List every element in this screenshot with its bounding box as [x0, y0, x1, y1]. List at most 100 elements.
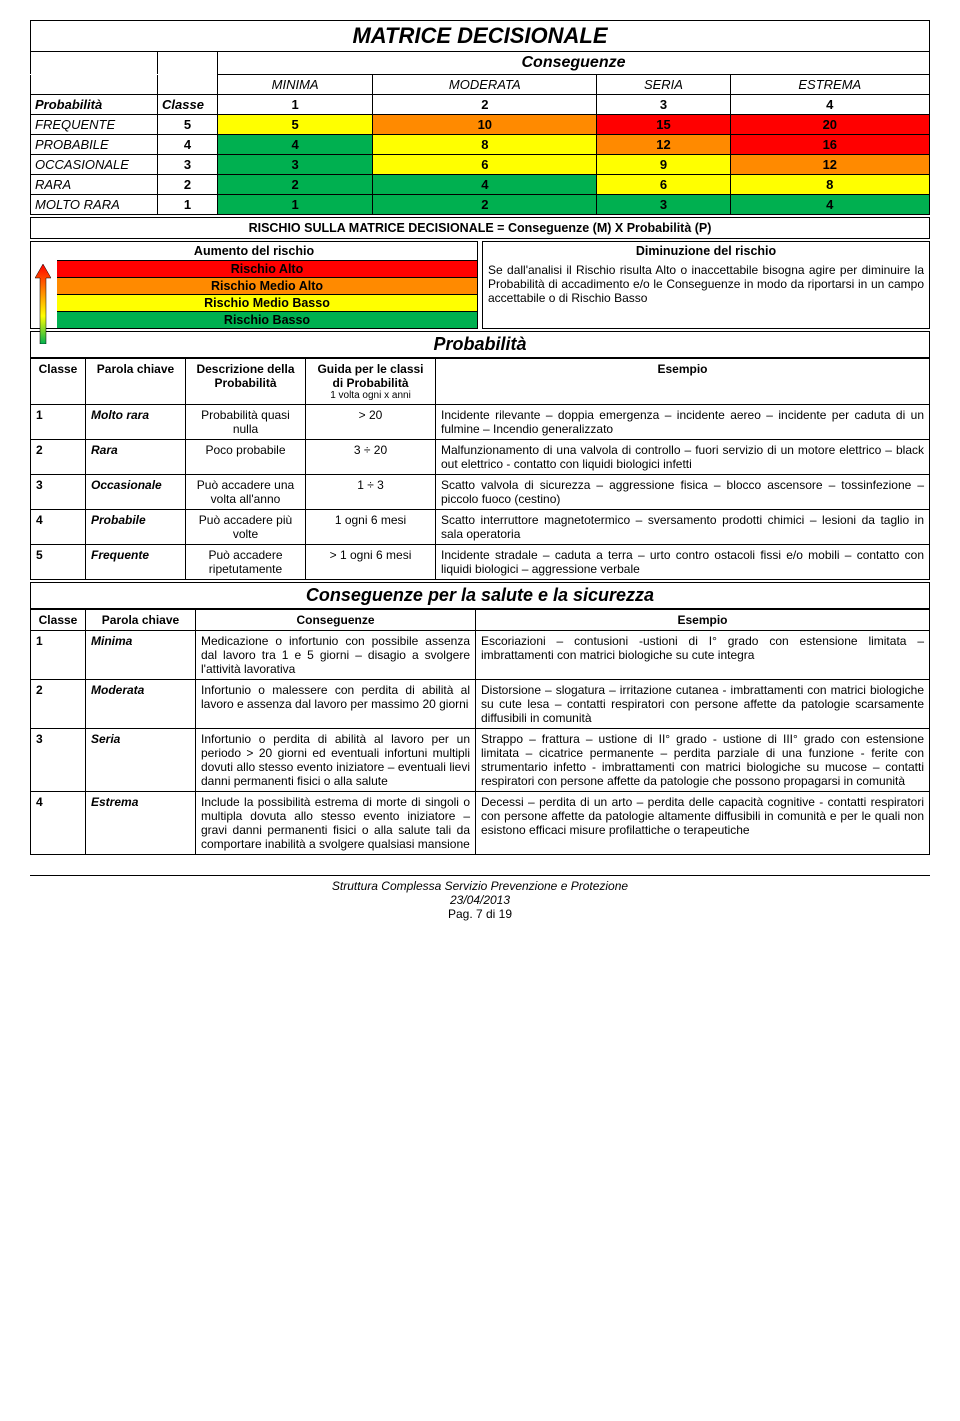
risk-boxes: Aumento del rischio Rischio AltoRischio …	[30, 241, 930, 329]
cell-parola: Minima	[86, 631, 196, 680]
matrix-cell: 16	[730, 135, 929, 155]
matrix-cell: 5	[218, 115, 373, 135]
matrix-row: RARA22468	[31, 175, 930, 195]
cell-guida: 1 ogni 6 mesi	[306, 510, 436, 545]
cell-classe: 2	[31, 680, 86, 729]
cell-parola: Frequente	[86, 545, 186, 580]
aumento-box: Aumento del rischio Rischio AltoRischio …	[30, 241, 478, 329]
cons-header-row: Classe Parola chiave Conseguenze Esempio	[31, 610, 930, 631]
cell-esempio: Malfunzionamento di una valvola di contr…	[436, 440, 930, 475]
cell-classe: 1	[31, 405, 86, 440]
consequences-table: Classe Parola chiave Conseguenze Esempio…	[30, 609, 930, 855]
matrix-row-label: OCCASIONALE	[31, 155, 158, 175]
matrix-cell: 2	[373, 195, 597, 215]
footer-page: Pag. 7 di 19	[30, 907, 930, 921]
cons-h-parola: Parola chiave	[86, 610, 196, 631]
probability-table: Classe Parola chiave Descrizione della P…	[30, 358, 930, 580]
matrix-row: PROBABILE4481216	[31, 135, 930, 155]
cell-desc: Probabilità quasi nulla	[186, 405, 306, 440]
cons-h-desc: Conseguenze	[196, 610, 476, 631]
cell-desc: Può accadere una volta all'anno	[186, 475, 306, 510]
footer-line2: 23/04/2013	[30, 893, 930, 907]
matrix-cell: 8	[730, 175, 929, 195]
main-title: MATRICE DECISIONALE	[30, 20, 930, 52]
cell-classe: 3	[31, 729, 86, 792]
matrix-row-label: MOLTO RARA	[31, 195, 158, 215]
risk-level: Rischio Alto	[57, 260, 477, 277]
prob-h-desc: Descrizione della Probabilità	[186, 359, 306, 405]
prob-section-title: Probabilità	[30, 331, 930, 358]
cell-esempio: Incidente stradale – caduta a terra – ur…	[436, 545, 930, 580]
cell-esempio: Decessi – perdita di un arto – perdita d…	[476, 792, 930, 855]
prob-h-guida: Guida per le classi di Probabilità 1 vol…	[306, 359, 436, 405]
matrix-row: OCCASIONALE336912	[31, 155, 930, 175]
class-2: 2	[373, 95, 597, 115]
table-row: 1Molto raraProbabilità quasi nulla> 20In…	[31, 405, 930, 440]
matrix-cell: 9	[597, 155, 730, 175]
cell-parola: Probabile	[86, 510, 186, 545]
table-row: 3OccasionalePuò accadere una volta all'a…	[31, 475, 930, 510]
cell-esempio: Incidente rilevante – doppia emergenza –…	[436, 405, 930, 440]
prob-h-classe: Classe	[31, 359, 86, 405]
risk-level: Rischio Basso	[57, 311, 477, 328]
cell-guida: 3 ÷ 20	[306, 440, 436, 475]
prob-label: Probabilità	[31, 95, 158, 115]
matrix-row: FREQUENTE55101520	[31, 115, 930, 135]
matrix-cell: 3	[597, 195, 730, 215]
table-row: 2RaraPoco probabile3 ÷ 20Malfunzionament…	[31, 440, 930, 475]
cons-h-esempio: Esempio	[476, 610, 930, 631]
matrix-cell: 20	[730, 115, 929, 135]
prob-h-esempio: Esempio	[436, 359, 930, 405]
decision-matrix: MINIMA MODERATA SERIA ESTREMA Probabilit…	[30, 74, 930, 215]
cell-parola: Moderata	[86, 680, 196, 729]
cell-desc: Infortunio o perdita di abilità al lavor…	[196, 729, 476, 792]
matrix-cell: 4	[218, 135, 373, 155]
table-row: 5FrequentePuò accadere ripetutamente> 1 …	[31, 545, 930, 580]
footer-line1: Struttura Complessa Servizio Prevenzione…	[30, 879, 930, 893]
class-3: 3	[597, 95, 730, 115]
diminuzione-title: Diminuzione del rischio	[483, 242, 929, 260]
prob-h-parola: Parola chiave	[86, 359, 186, 405]
matrix-row-class: 2	[158, 175, 218, 195]
cell-desc: Infortunio o malessere con perdita di ab…	[196, 680, 476, 729]
matrix-row: MOLTO RARA11234	[31, 195, 930, 215]
risk-level: Rischio Medio Basso	[57, 294, 477, 311]
matrix-cell: 4	[373, 175, 597, 195]
matrix-cell: 10	[373, 115, 597, 135]
matrix-row-class: 1	[158, 195, 218, 215]
risk-level: Rischio Medio Alto	[57, 277, 477, 294]
cell-esempio: Escoriazioni – contusioni -ustioni di I°…	[476, 631, 930, 680]
cell-desc: Include la possibilità estrema di morte …	[196, 792, 476, 855]
diminuzione-text: Se dall'analisi il Rischio risulta Alto …	[483, 260, 929, 308]
col-estrema: ESTREMA	[730, 75, 929, 95]
footer: Struttura Complessa Servizio Prevenzione…	[30, 875, 930, 921]
cell-classe: 4	[31, 510, 86, 545]
cell-classe: 5	[31, 545, 86, 580]
matrix-cell: 4	[730, 195, 929, 215]
cell-desc: Può accadere più volte	[186, 510, 306, 545]
cell-esempio: Scatto interruttore magnetotermico – sve…	[436, 510, 930, 545]
table-row: 1MinimaMedicazione o infortunio con poss…	[31, 631, 930, 680]
prob-header-row: Classe Parola chiave Descrizione della P…	[31, 359, 930, 405]
matrix-row-class: 5	[158, 115, 218, 135]
matrix-cell: 12	[730, 155, 929, 175]
conseq-label: Conseguenze	[218, 52, 929, 74]
table-row: 2ModerataInfortunio o malessere con perd…	[31, 680, 930, 729]
matrix-cell: 3	[218, 155, 373, 175]
matrix-cell: 15	[597, 115, 730, 135]
class-label: Classe	[158, 95, 218, 115]
cell-guida: > 20	[306, 405, 436, 440]
cons-h-classe: Classe	[31, 610, 86, 631]
arrow-up-icon	[31, 260, 57, 328]
cell-classe: 1	[31, 631, 86, 680]
table-row: 4EstremaInclude la possibilità estrema d…	[31, 792, 930, 855]
col-minima: MINIMA	[218, 75, 373, 95]
cell-desc: Medicazione o infortunio con possibile a…	[196, 631, 476, 680]
cell-classe: 3	[31, 475, 86, 510]
cell-parola: Seria	[86, 729, 196, 792]
cell-esempio: Scatto valvola di sicurezza – aggression…	[436, 475, 930, 510]
cell-guida: > 1 ogni 6 mesi	[306, 545, 436, 580]
matrix-row-class: 3	[158, 155, 218, 175]
cell-esempio: Distorsione – slogatura – irritazione cu…	[476, 680, 930, 729]
cell-desc: Può accadere ripetutamente	[186, 545, 306, 580]
